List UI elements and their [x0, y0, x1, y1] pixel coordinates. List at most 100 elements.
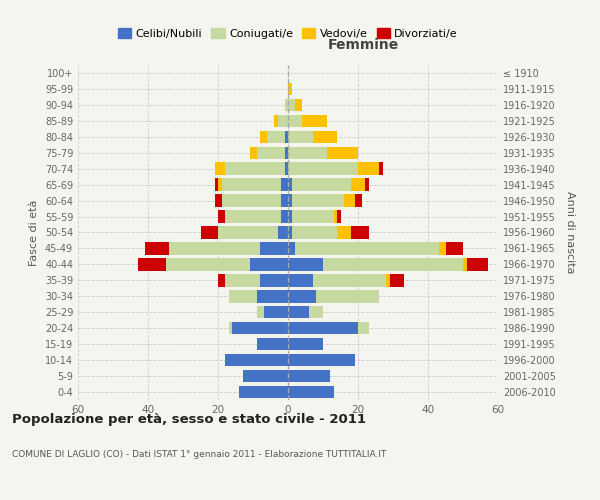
Legend: Celibi/Nubili, Coniugati/e, Vedovi/e, Divorziati/e: Celibi/Nubili, Coniugati/e, Vedovi/e, Di…	[113, 24, 463, 44]
Bar	[145, 242, 169, 254]
Bar	[232, 322, 288, 334]
Bar	[288, 178, 292, 191]
Bar	[218, 274, 225, 286]
Bar	[221, 194, 281, 207]
Bar	[288, 162, 358, 175]
Bar	[277, 114, 288, 127]
Bar	[467, 258, 487, 270]
Bar	[225, 354, 288, 366]
Bar	[277, 226, 288, 238]
Bar	[323, 258, 463, 270]
Bar	[169, 242, 260, 254]
Bar	[225, 210, 281, 223]
Bar	[288, 274, 313, 286]
Bar	[316, 290, 379, 302]
Y-axis label: Anni di nascita: Anni di nascita	[565, 191, 575, 274]
Bar	[250, 146, 257, 159]
Bar	[313, 274, 386, 286]
Bar	[260, 130, 267, 143]
Bar	[379, 162, 383, 175]
Bar	[292, 194, 344, 207]
Bar	[288, 258, 323, 270]
Bar	[229, 322, 232, 334]
Bar	[166, 258, 250, 270]
Bar	[288, 210, 292, 223]
Bar	[302, 114, 326, 127]
Bar	[281, 178, 288, 191]
Bar	[439, 242, 445, 254]
Bar	[225, 162, 284, 175]
Bar	[239, 386, 288, 398]
Text: Femmine: Femmine	[328, 38, 399, 52]
Bar	[351, 178, 365, 191]
Bar	[137, 258, 166, 270]
Bar	[284, 130, 288, 143]
Bar	[263, 306, 288, 318]
Bar	[389, 274, 404, 286]
Bar	[288, 82, 292, 95]
Bar	[260, 242, 288, 254]
Bar	[313, 130, 337, 143]
Text: Popolazione per età, sesso e stato civile - 2011: Popolazione per età, sesso e stato civil…	[12, 412, 366, 426]
Bar	[292, 210, 334, 223]
Bar	[260, 274, 288, 286]
Bar	[445, 242, 463, 254]
Bar	[337, 210, 341, 223]
Bar	[274, 114, 277, 127]
Bar	[242, 370, 288, 382]
Bar	[288, 354, 355, 366]
Text: COMUNE DI LAGLIO (CO) - Dati ISTAT 1° gennaio 2011 - Elaborazione TUTTITALIA.IT: COMUNE DI LAGLIO (CO) - Dati ISTAT 1° ge…	[12, 450, 386, 459]
Bar	[218, 210, 225, 223]
Bar	[295, 242, 439, 254]
Bar	[365, 178, 368, 191]
Bar	[288, 306, 309, 318]
Bar	[295, 98, 302, 111]
Bar	[215, 162, 225, 175]
Bar	[288, 386, 334, 398]
Bar	[288, 338, 323, 350]
Bar	[288, 370, 330, 382]
Bar	[334, 210, 337, 223]
Bar	[288, 226, 292, 238]
Bar	[281, 194, 288, 207]
Bar	[257, 338, 288, 350]
Bar	[292, 226, 337, 238]
Y-axis label: Fasce di età: Fasce di età	[29, 200, 39, 266]
Bar	[257, 290, 288, 302]
Bar	[218, 178, 221, 191]
Bar	[288, 114, 302, 127]
Bar	[284, 98, 288, 111]
Bar	[288, 194, 292, 207]
Bar	[288, 146, 326, 159]
Bar	[284, 162, 288, 175]
Bar	[257, 306, 263, 318]
Bar	[250, 258, 288, 270]
Bar	[257, 146, 284, 159]
Bar	[267, 130, 284, 143]
Bar	[355, 194, 361, 207]
Bar	[288, 130, 313, 143]
Bar	[292, 178, 351, 191]
Bar	[225, 274, 260, 286]
Bar	[281, 210, 288, 223]
Bar	[288, 98, 295, 111]
Bar	[337, 226, 351, 238]
Bar	[215, 178, 218, 191]
Bar	[358, 162, 379, 175]
Bar	[386, 274, 389, 286]
Bar	[200, 226, 218, 238]
Bar	[358, 322, 368, 334]
Bar	[351, 226, 368, 238]
Bar	[221, 178, 281, 191]
Bar	[326, 146, 358, 159]
Bar	[463, 258, 467, 270]
Bar	[344, 194, 355, 207]
Bar	[288, 290, 316, 302]
Bar	[288, 322, 358, 334]
Bar	[229, 290, 257, 302]
Bar	[218, 226, 277, 238]
Bar	[215, 194, 221, 207]
Bar	[309, 306, 323, 318]
Bar	[288, 242, 295, 254]
Bar	[284, 146, 288, 159]
